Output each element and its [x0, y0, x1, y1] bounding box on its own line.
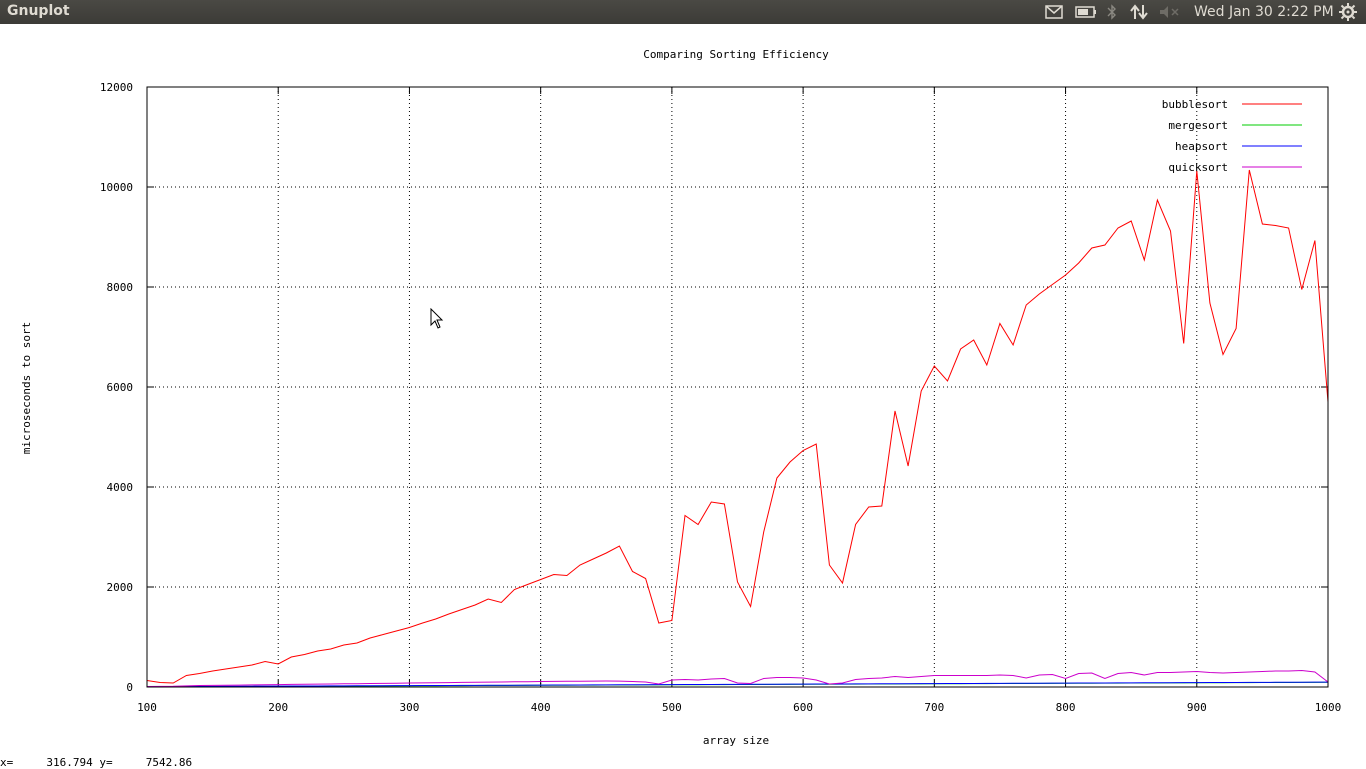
x-axis-label: array size [703, 734, 769, 747]
x-tick-label: 800 [1056, 701, 1076, 714]
axis-ticks: 100 200 300 400 500 600 700 800 900 1000020004000… [100, 81, 1341, 714]
mouse-pointer-icon [430, 307, 444, 334]
coordinate-readout: x= 316.794 y= 7542.86 [0, 756, 192, 769]
x-tick-label: 1000 [1315, 701, 1342, 714]
chart-title: Comparing Sorting Efficiency [643, 48, 829, 61]
volume-muted-icon[interactable] [1158, 0, 1182, 24]
x-tick-label: 100 [137, 701, 157, 714]
y-coord-value: 7542.86 [145, 756, 193, 769]
x-tick-label: 400 [531, 701, 551, 714]
legend: bubblesort mergesort heapsort quicksort [1162, 98, 1302, 174]
series-line-quicksort [146, 669, 1329, 687]
legend-label-quicksort: quicksort [1168, 161, 1228, 174]
y-tick-label: 4000 [107, 481, 134, 494]
legend-label-bubblesort: bubblesort [1162, 98, 1228, 111]
x-coord-label: x= [0, 756, 14, 769]
y-tick-label: 8000 [107, 281, 134, 294]
plot-frame [146, 86, 1329, 688]
y-tick-label: 2000 [107, 581, 134, 594]
bluetooth-icon[interactable] [1104, 0, 1120, 24]
app-title: Gnuplot [7, 3, 70, 19]
y-tick-label: 0 [126, 681, 133, 694]
x-tick-label: 700 [924, 701, 944, 714]
mail-icon[interactable] [1044, 0, 1064, 24]
y-tick-label: 6000 [107, 381, 134, 394]
series-lines [146, 169, 1329, 688]
y-axis-label: microseconds to sort [20, 322, 33, 454]
x-coord-value: 316.794 [46, 756, 93, 769]
chart-svg[interactable]: Comparing Sorting Efficiency array size … [0, 24, 1366, 768]
network-icon[interactable] [1128, 0, 1150, 24]
top-panel: Gnuplot Wed Jan 30 2:22 PM [0, 0, 1366, 24]
x-tick-label: 300 [400, 701, 420, 714]
x-tick-label: 500 [662, 701, 682, 714]
y-coord-label: y= [99, 756, 113, 769]
clock[interactable]: Wed Jan 30 2:22 PM [1194, 4, 1334, 20]
plot-window[interactable]: Comparing Sorting Efficiency array size … [0, 24, 1366, 768]
series-line-bubblesort [146, 169, 1329, 684]
y-tick-label: 10000 [100, 181, 133, 194]
y-tick-label: 12000 [100, 81, 133, 94]
legend-label-mergesort: mergesort [1168, 119, 1228, 132]
x-tick-label: 900 [1187, 701, 1207, 714]
settings-gear-icon[interactable] [1338, 0, 1358, 24]
grid-lines [147, 87, 1328, 687]
x-tick-label: 600 [793, 701, 813, 714]
legend-label-heapsort: heapsort [1175, 140, 1228, 153]
series-line-heapsort [146, 681, 1328, 688]
battery-icon[interactable] [1075, 0, 1097, 24]
x-tick-label: 200 [268, 701, 288, 714]
